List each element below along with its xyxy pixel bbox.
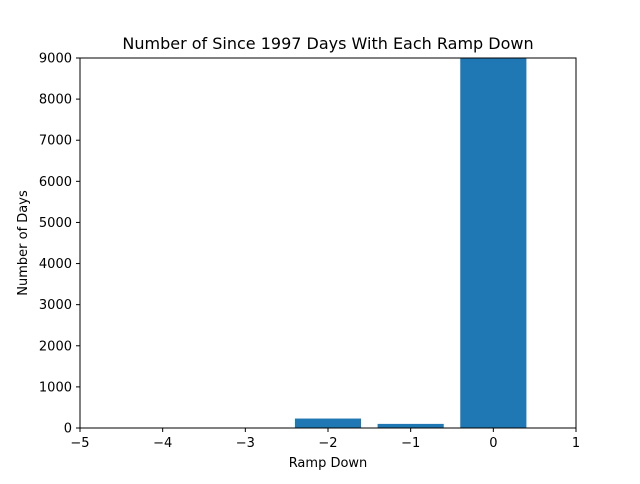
x-tick-label: 0 [489,436,497,451]
x-tick-label: −5 [70,436,89,451]
y-tick-label: 5000 [39,216,72,231]
x-tick-label: 1 [572,436,580,451]
x-axis: −5 −4 −3 −2 −1 0 1 [70,428,580,451]
y-tick-label: 3000 [39,298,72,313]
y-axis-label: Number of Days [16,190,31,296]
y-tick-label: 1000 [39,380,72,395]
x-tick-label: −3 [236,436,255,451]
x-tick-label: −1 [401,436,420,451]
bar [294,418,362,428]
bar [460,58,527,428]
chart-title: Number of Since 1997 Days With Each Ramp… [122,34,533,53]
x-tick-label: −2 [318,436,337,451]
bar [377,423,444,428]
y-tick-label: 9000 [39,52,72,67]
y-tick-label: 7000 [39,134,72,149]
x-axis-label: Ramp Down [289,456,368,471]
x-tick-label: −4 [153,436,172,451]
y-axis: 0 1000 2000 3000 4000 5000 6000 7000 8000 9000 [39,52,80,437]
y-tick-label: 4000 [39,257,72,272]
y-tick-label: 0 [64,422,72,437]
bars-layer [294,58,527,428]
y-tick-label: 8000 [39,93,72,108]
y-tick-label: 6000 [39,175,72,190]
y-tick-label: 2000 [39,339,72,354]
